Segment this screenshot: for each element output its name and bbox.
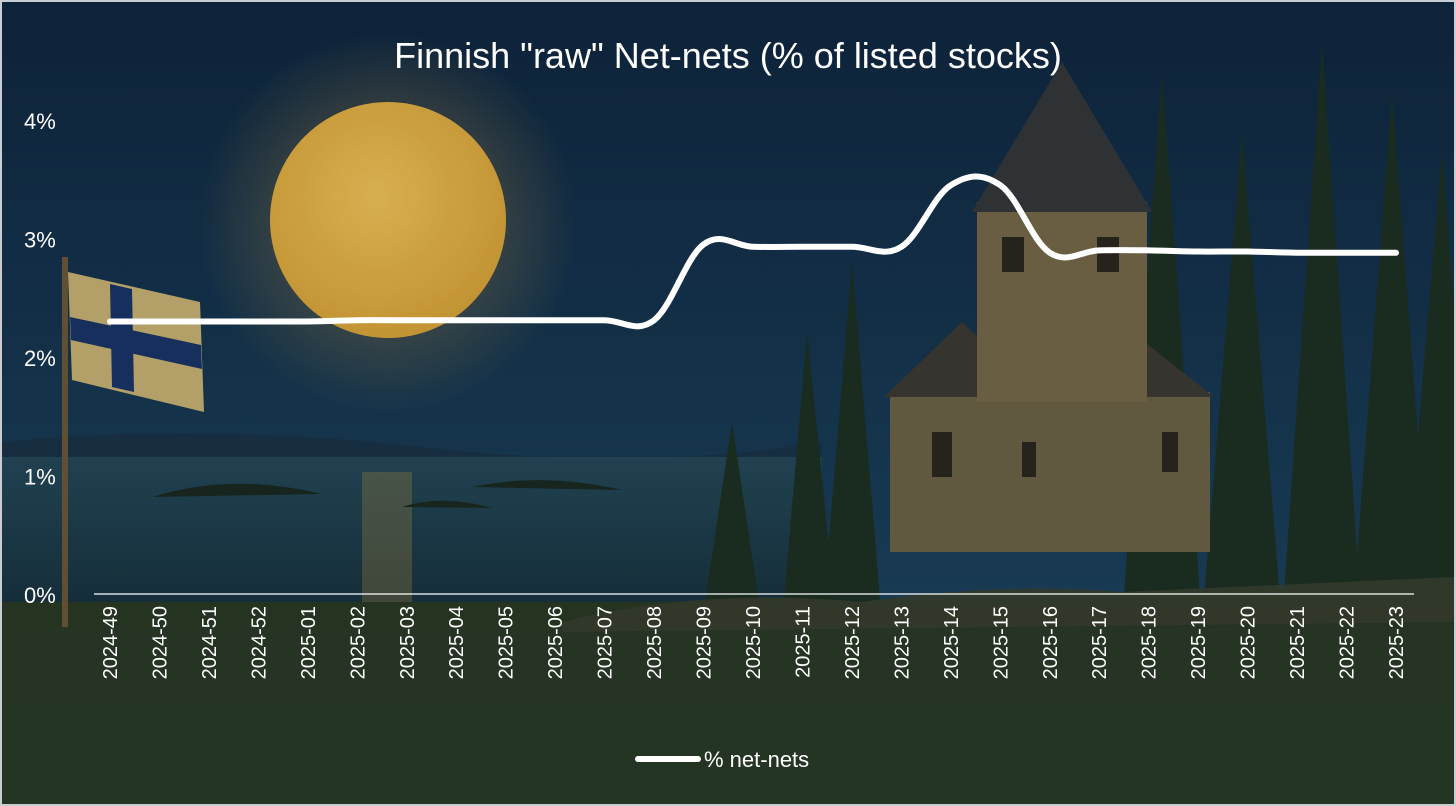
x-tick-label: 2025-22 [1337, 606, 1359, 679]
x-tick-label: 2025-02 [347, 606, 369, 679]
shore-rocks [562, 577, 1454, 632]
x-tick-label: 2025-16 [1040, 606, 1062, 679]
x-tick-label: 2025-14 [941, 606, 963, 679]
x-tick-label: 2025-05 [496, 606, 518, 679]
islands [152, 480, 622, 508]
x-tick-label: 2025-15 [990, 606, 1012, 679]
x-tick-label: 2024-49 [100, 606, 122, 679]
x-tick-label: 2025-20 [1238, 606, 1260, 679]
x-tick-label: 2025-10 [743, 606, 765, 679]
x-tick-label: 2025-11 [792, 606, 814, 678]
finnish-flag-image [62, 257, 204, 627]
x-tick-label: 2025-21 [1287, 606, 1309, 679]
lake [2, 457, 822, 627]
x-tick-label: 2025-23 [1386, 606, 1408, 679]
moon-image [270, 102, 506, 338]
chart-title: Finnish "raw" Net-nets (% of listed stoc… [394, 35, 1062, 76]
y-tick-label: 3% [24, 228, 56, 253]
x-tick-label: 2025-19 [1188, 606, 1210, 679]
x-tick-label: 2024-50 [149, 606, 171, 679]
x-tick-label: 2025-18 [1139, 606, 1161, 679]
rocky-shore [2, 602, 1454, 804]
x-tick-label: 2025-13 [891, 606, 913, 679]
x-tick-label: 2025-09 [694, 606, 716, 679]
x-tick-label: 2024-52 [248, 606, 270, 679]
x-tick-label: 2025-17 [1089, 606, 1111, 679]
x-tick-label: 2025-03 [397, 606, 419, 679]
forest-silhouette [702, 42, 1454, 622]
y-axis-tick-labels: 0% 1% 2% 3% 4% [24, 109, 56, 608]
x-tick-label: 2025-06 [545, 606, 567, 679]
x-tick-label: 2025-12 [842, 606, 864, 679]
x-tick-label: 2024-51 [199, 606, 221, 679]
legend: % net-nets [635, 747, 809, 772]
x-tick-label: 2025-08 [644, 606, 666, 679]
y-tick-label: 0% [24, 583, 56, 608]
church-image [884, 62, 1214, 552]
moon-reflection [362, 472, 412, 602]
series-line-net-nets [107, 173, 1399, 330]
x-tick-label: 2025-01 [298, 606, 320, 679]
x-tick-label: 2025-04 [446, 606, 468, 679]
y-tick-label: 4% [24, 109, 56, 134]
x-tick-label: 2025-07 [595, 606, 617, 679]
y-tick-label: 2% [24, 346, 56, 371]
y-tick-label: 1% [24, 465, 56, 490]
legend-label-net-nets: % net-nets [704, 747, 809, 772]
x-axis-tick-labels: 2024-49 2024-50 2024-51 2024-52 2025-01 2025-… [100, 606, 1408, 679]
